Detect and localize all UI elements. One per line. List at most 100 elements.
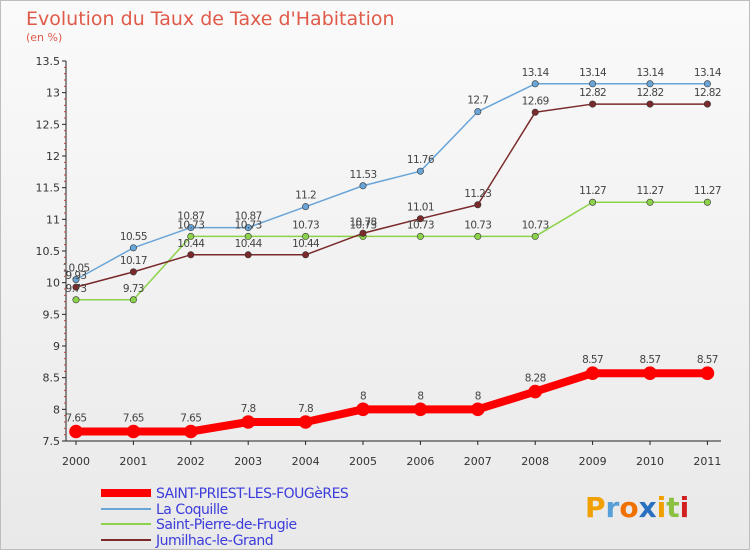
- data-label: 10.17: [120, 255, 147, 267]
- chart-subtitle: (en %): [26, 31, 62, 44]
- data-label: 13.14: [636, 67, 664, 79]
- y-tick-label: 7.5: [43, 435, 61, 448]
- data-label: 11.2: [295, 190, 316, 202]
- data-point: [359, 229, 367, 237]
- data-point: [703, 100, 711, 108]
- data-point: [589, 198, 597, 206]
- data-label: 9.73: [66, 283, 87, 295]
- data-point: [531, 80, 539, 88]
- x-tick-label: 2005: [349, 455, 377, 468]
- data-label: 10.55: [120, 231, 147, 243]
- data-label: 8.28: [525, 373, 546, 385]
- data-point: [474, 108, 482, 116]
- legend-label: Jumilhac-le-Grand: [155, 533, 273, 549]
- data-label: 8: [417, 390, 423, 402]
- data-point: [126, 424, 141, 439]
- data-label: 8: [360, 390, 366, 402]
- data-label: 7.8: [241, 403, 256, 415]
- data-point: [302, 251, 310, 259]
- chart-title: Evolution du Taux de Taxe d'Habitation: [26, 8, 395, 30]
- data-point: [585, 366, 600, 381]
- data-point: [244, 251, 252, 259]
- data-point: [302, 203, 310, 211]
- data-point: [416, 232, 424, 240]
- data-label: 10.73: [522, 219, 549, 231]
- x-tick-label: 2002: [177, 455, 205, 468]
- data-label: 8.57: [640, 354, 661, 366]
- x-tick-label: 2001: [119, 455, 147, 468]
- data-label: 7.65: [180, 413, 201, 425]
- series-line: [76, 201, 708, 301]
- data-point: [531, 108, 539, 116]
- x-tick-label: 2003: [234, 455, 262, 468]
- data-point: [474, 232, 482, 240]
- data-label: 10.73: [407, 219, 434, 231]
- data-label: 7.65: [66, 413, 87, 425]
- data-point: [531, 232, 539, 240]
- data-point: [187, 224, 195, 232]
- y-tick-label: 13: [46, 87, 60, 100]
- data-label: 10.44: [235, 238, 263, 250]
- x-tick-label: 2004: [292, 455, 320, 468]
- data-label: 8.57: [582, 354, 603, 366]
- data-label: 10.73: [235, 219, 262, 231]
- data-point: [416, 167, 424, 175]
- data-point: [129, 244, 137, 252]
- data-label: 13.14: [579, 67, 607, 79]
- data-label: 9.73: [123, 283, 144, 295]
- data-label: 13.14: [522, 67, 550, 79]
- data-point: [244, 232, 252, 240]
- data-point: [359, 182, 367, 190]
- x-tick-label: 2000: [62, 455, 90, 468]
- data-point: [646, 80, 654, 88]
- data-point: [356, 402, 370, 417]
- data-label: 12.7: [467, 95, 488, 107]
- data-point: [416, 215, 424, 223]
- data-point: [474, 201, 482, 209]
- y-tick-label: 8.5: [43, 372, 61, 385]
- y-tick-label: 10: [46, 277, 60, 290]
- data-label: 11.76: [407, 154, 435, 166]
- data-point: [72, 283, 80, 291]
- data-point: [413, 402, 428, 417]
- data-label: 10.73: [177, 219, 204, 231]
- data-label: 8: [475, 390, 481, 402]
- data-point: [129, 268, 137, 276]
- x-tick-label: 2007: [464, 455, 492, 468]
- data-label: 8.57: [697, 354, 718, 366]
- data-point: [187, 251, 195, 259]
- data-label: 10.87: [235, 211, 262, 223]
- data-label: 12.82: [579, 87, 606, 99]
- legend-label: Saint-Pierre-de-Frugie: [156, 517, 297, 533]
- data-label: 10.78: [349, 216, 376, 228]
- series-line: [76, 369, 708, 436]
- data-label: 12.82: [694, 87, 721, 99]
- data-point: [298, 415, 313, 429]
- data-label: 11.27: [694, 185, 721, 197]
- data-point: [241, 415, 255, 429]
- y-tick-label: 11: [46, 213, 60, 226]
- data-point: [187, 232, 195, 240]
- data-point: [470, 402, 485, 417]
- data-label: 11.27: [579, 185, 606, 197]
- data-label: 11.01: [407, 202, 434, 214]
- data-label: 10.87: [177, 211, 204, 223]
- proxiti-logo: Proxiti: [585, 491, 689, 524]
- data-label: 12.69: [522, 95, 549, 107]
- data-label: 10.44: [292, 238, 320, 250]
- data-label: 10.73: [464, 219, 491, 231]
- data-label: 7.65: [123, 413, 144, 425]
- y-tick-label: 10.5: [36, 245, 61, 258]
- x-tick-label: 2009: [579, 455, 607, 468]
- data-point: [703, 198, 711, 206]
- y-tick-label: 9: [53, 340, 60, 353]
- series-line: [75, 103, 708, 288]
- legend-label: La Coquille: [156, 502, 228, 518]
- data-label: 13.14: [694, 67, 722, 79]
- data-point: [646, 198, 654, 206]
- data-point: [69, 424, 83, 439]
- y-tick-label: 12: [46, 150, 60, 163]
- data-point: [589, 80, 597, 88]
